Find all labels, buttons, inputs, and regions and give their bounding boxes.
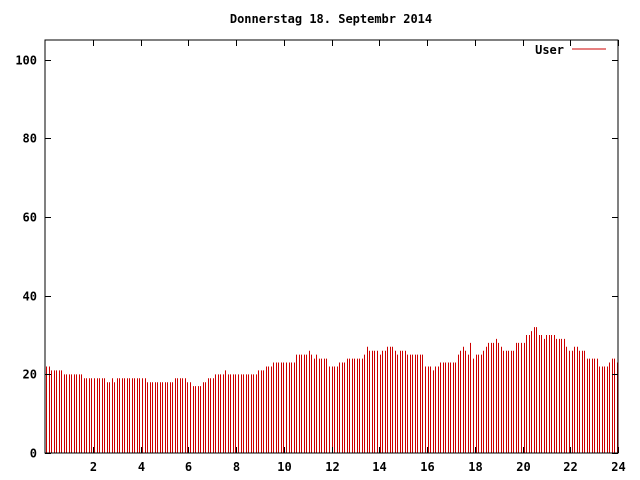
legend: User xyxy=(535,43,606,57)
x-tick-label: 10 xyxy=(277,460,291,474)
y-tick-label: 80 xyxy=(23,132,37,146)
chart-title: Donnerstag 18. Septembr 2014 xyxy=(230,12,432,26)
x-tick-label: 18 xyxy=(468,460,482,474)
y-tick-label: 40 xyxy=(23,290,37,304)
x-tick-label: 6 xyxy=(185,460,192,474)
x-tick-label: 4 xyxy=(138,460,145,474)
y-tick-label: 60 xyxy=(23,211,37,225)
y-tick-label: 0 xyxy=(30,447,37,461)
x-tick-label: 24 xyxy=(611,460,625,474)
y-axis: 0 20 40 60 80 100 xyxy=(15,54,618,461)
x-tick-label: 20 xyxy=(516,460,530,474)
y-tick-label: 100 xyxy=(15,54,37,68)
x-tick-label: 2 xyxy=(90,460,97,474)
x-tick-label: 14 xyxy=(372,460,386,474)
x-tick-label: 12 xyxy=(325,460,339,474)
plot-frame xyxy=(44,39,619,454)
y-tick-label: 20 xyxy=(23,368,37,382)
x-axis: 2 4 6 8 10 12 14 16 18 20 22 24 xyxy=(90,40,626,474)
legend-label: User xyxy=(535,43,564,57)
x-tick-label: 8 xyxy=(233,460,240,474)
x-tick-label: 22 xyxy=(563,460,577,474)
bar-series xyxy=(46,327,618,453)
x-tick-label: 16 xyxy=(420,460,434,474)
